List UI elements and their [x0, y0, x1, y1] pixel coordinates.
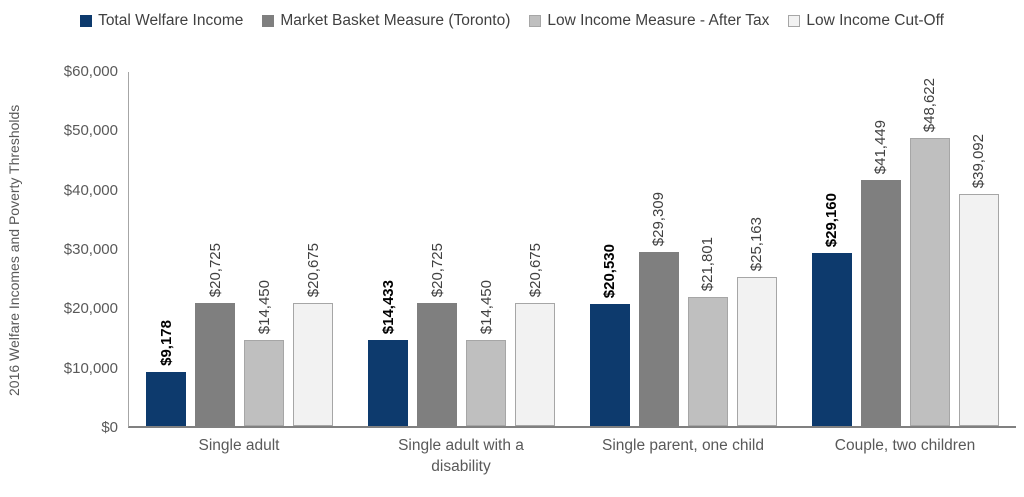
legend-item: Total Welfare Income — [80, 12, 243, 30]
bar-value-label: $9,178 — [157, 320, 175, 366]
bar-value-label: $41,449 — [872, 119, 890, 174]
bar-value-label: $20,725 — [206, 242, 224, 297]
bar-value-label: $14,450 — [255, 279, 273, 334]
x-axis-category-label: Single adult with a disability — [350, 436, 572, 478]
legend-item: Low Income Cut-Off — [788, 12, 944, 30]
bar — [515, 303, 556, 426]
bar — [860, 180, 901, 426]
x-axis-category-label-text: Single parent, one child — [601, 437, 764, 454]
bar — [195, 303, 236, 426]
bar — [368, 340, 409, 426]
legend-label: Market Basket Measure (Toronto) — [280, 12, 511, 29]
x-axis-category-label: Single parent, one child — [572, 436, 794, 478]
legend-item: Low Income Measure - After Tax — [529, 12, 769, 30]
bar-group: $14,433 $20,725 $14,450 $20,675 — [351, 72, 573, 426]
y-axis-tick-label: $40,000 — [63, 181, 118, 199]
bar-cell: $20,530 — [589, 72, 630, 426]
bar-value-label: $29,160 — [823, 192, 841, 247]
plot-area: $9,178 $20,725 $14,450 $20,675 $14,433 $20,72… — [128, 72, 1016, 428]
bar-cell: $21,801 — [687, 72, 728, 426]
x-axis-category-labels: Single adult Single adult with a disabili… — [128, 436, 1016, 478]
bar-cell: $20,725 — [195, 72, 236, 426]
legend-label: Low Income Measure - After Tax — [547, 12, 770, 29]
x-axis-category-label-text: Single adult with a disability — [398, 437, 524, 475]
bar — [417, 303, 458, 426]
bar-cell: $48,622 — [909, 72, 950, 426]
bar-value-label: $20,675 — [304, 242, 322, 297]
bar — [909, 138, 950, 426]
bar-cell: $41,449 — [860, 72, 901, 426]
bar-cell: $39,092 — [958, 72, 999, 426]
bar-value-label: $48,622 — [921, 77, 939, 132]
bar-cell: $20,725 — [417, 72, 458, 426]
bar-value-label: $29,309 — [650, 191, 668, 246]
y-axis-tick-labels: $0 $10,000 $20,000 $30,000 $40,000 $50,000 $60… — [0, 63, 118, 436]
legend-swatch-icon — [80, 15, 93, 27]
bar — [687, 297, 728, 426]
bar-cell: $25,163 — [736, 72, 777, 426]
bar-value-label: $20,675 — [526, 242, 544, 297]
bar-value-label: $14,433 — [379, 279, 397, 334]
bar-value-label: $39,092 — [970, 133, 988, 188]
bar-value-label: $21,801 — [699, 236, 717, 291]
x-axis-category-label: Couple, two children — [794, 436, 1016, 478]
bar — [736, 277, 777, 426]
bar-value-label: $25,163 — [748, 216, 766, 271]
bar — [244, 340, 285, 426]
bar-cell: $9,178 — [146, 72, 187, 426]
bar — [589, 304, 630, 426]
bar-group: $29,160 $41,449 $48,622 $39,092 — [794, 72, 1016, 426]
bar — [146, 372, 187, 426]
bar — [466, 340, 507, 426]
bar-cell: $14,450 — [466, 72, 507, 426]
y-axis-tick-label: $50,000 — [63, 122, 118, 140]
legend: Total Welfare Income Market Basket Measur… — [0, 8, 1024, 34]
bar-value-label: $20,530 — [601, 243, 619, 298]
bar — [638, 252, 679, 426]
legend-label: Low Income Cut-Off — [806, 12, 944, 29]
x-axis-category-label-text: Couple, two children — [834, 437, 976, 454]
bar-cell: $20,675 — [515, 72, 556, 426]
bar-cell: $29,160 — [811, 72, 852, 426]
legend-label: Total Welfare Income — [98, 12, 244, 29]
bar-cell: $20,675 — [293, 72, 334, 426]
x-axis-category-label-text: Single adult — [198, 437, 280, 454]
bar-group: $20,530 $29,309 $21,801 $25,163 — [573, 72, 795, 426]
bar-cell: $29,309 — [638, 72, 679, 426]
legend-swatch-icon — [262, 15, 275, 27]
y-axis-tick-label: $30,000 — [63, 241, 118, 258]
bar-value-label: $14,450 — [477, 279, 495, 334]
legend-swatch-icon — [788, 15, 801, 27]
y-axis-tick-label: $10,000 — [63, 359, 118, 377]
legend-swatch-icon — [529, 15, 542, 27]
bar — [811, 253, 852, 426]
x-axis-category-label: Single adult — [128, 436, 350, 478]
bar-cell: $14,433 — [368, 72, 409, 426]
bar — [293, 303, 334, 426]
bar-cell: $14,450 — [244, 72, 285, 426]
legend-item: Market Basket Measure (Toronto) — [262, 12, 510, 30]
bar — [958, 194, 999, 426]
y-axis-tick-label: $0 — [101, 419, 118, 436]
y-axis-tick-label: $20,000 — [63, 300, 118, 318]
bar-value-label: $20,725 — [428, 242, 446, 297]
bar-group: $9,178 $20,725 $14,450 $20,675 — [129, 72, 351, 426]
y-axis-tick-label: $60,000 — [63, 63, 118, 80]
